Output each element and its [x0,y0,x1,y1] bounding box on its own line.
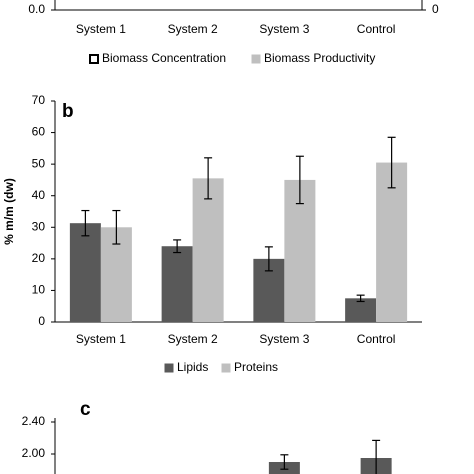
panel-label: c [80,399,91,420]
error-bar [204,157,213,200]
y-tick-label: 70 [32,93,46,107]
legend-label: Lipids [177,360,208,374]
error-bar [112,209,121,245]
x-tick-label: System 1 [76,332,126,346]
x-tick-label: Control [357,332,396,346]
y-tick-label: 2.40 [22,414,46,428]
y-axis-label: % m/m (dw) [2,178,16,245]
bar [69,223,101,322]
error-bar [280,454,289,470]
y-tick-label: 60 [32,125,46,139]
legend-swatch [89,54,99,64]
bar [161,246,193,322]
bar [376,162,408,322]
y-tick-label: 0.0 [28,2,45,16]
y-tick-label: 0 [38,314,45,328]
error-bar [387,136,396,189]
legend-label: Proteins [234,360,278,374]
x-tick-label: System 3 [259,22,309,36]
error-bar [173,239,182,254]
legend-swatch [221,363,231,373]
x-tick-label: System 1 [76,22,126,36]
x-tick-label: Control [357,22,396,36]
x-tick-label: System 2 [168,332,218,346]
legend-label: Biomass Productivity [264,51,375,65]
y-tick-label: 30 [32,219,46,233]
legend-label: Biomass Concentration [102,51,226,65]
bar [345,298,377,322]
error-bar [356,294,365,303]
legend-swatch [164,363,174,373]
panel-label: b [62,101,74,122]
y-tick-label: 10 [32,283,46,297]
y-tick-label: 2.00 [22,446,46,460]
y-tick-label: 40 [32,188,46,202]
error-bar [372,439,381,474]
error-bar [264,246,273,272]
bar [192,178,224,322]
x-tick-label: System 2 [168,22,218,36]
y-tick-label: 50 [32,156,46,170]
y2-tick-label: 0 [432,2,439,16]
error-bar [81,209,90,237]
error-bar [295,155,304,205]
legend-swatch [251,54,261,64]
x-tick-label: System 3 [259,332,309,346]
y-tick-label: 20 [32,251,46,265]
